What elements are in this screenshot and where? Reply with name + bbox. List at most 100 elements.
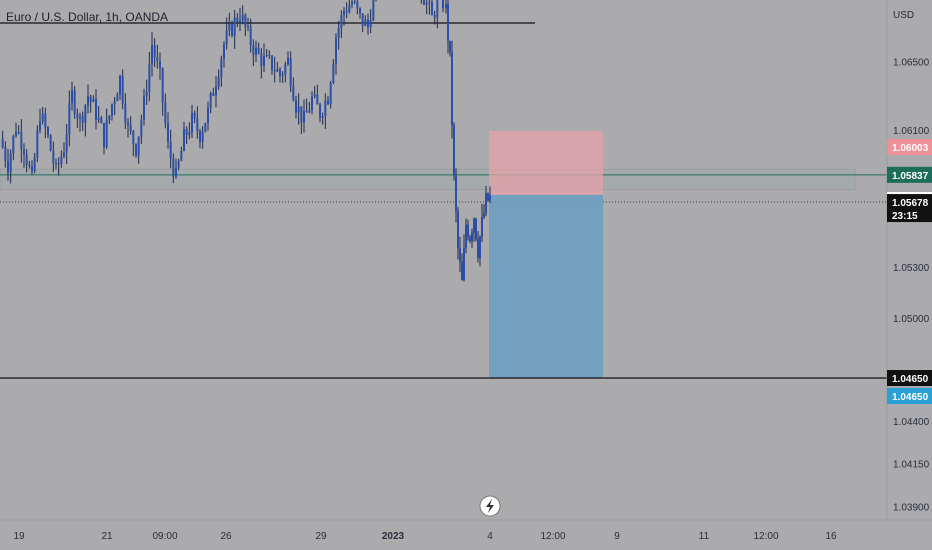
candle-body	[204, 123, 207, 132]
candle-body	[287, 58, 289, 65]
candle-body	[308, 110, 311, 113]
y-tick-label: 1.06100	[893, 126, 930, 137]
candle-body	[351, 1, 353, 6]
x-tick-label: 26	[220, 531, 232, 542]
candle-body	[487, 193, 489, 201]
candle-body	[281, 74, 284, 76]
candle-body	[449, 40, 451, 53]
candle-body	[111, 104, 113, 116]
candle-body	[172, 158, 175, 177]
candle-body	[188, 132, 191, 135]
candle-body	[215, 86, 217, 96]
candle-body	[473, 218, 475, 233]
candle-body	[271, 55, 273, 71]
take-profit-zone[interactable]	[489, 194, 603, 378]
candle-body	[292, 85, 295, 101]
candle-body	[159, 61, 161, 69]
candle-body	[47, 127, 49, 136]
candle-body	[97, 117, 100, 120]
candle-body	[57, 163, 60, 165]
candle-body	[265, 55, 268, 57]
candle-body	[193, 112, 196, 119]
candle-body	[113, 101, 116, 105]
candle-body	[23, 149, 25, 155]
support-zone	[0, 168, 856, 191]
candle-body	[100, 117, 103, 124]
candle-body	[332, 63, 335, 83]
candle-body	[212, 93, 215, 96]
candle-body	[225, 30, 228, 45]
candle-body	[469, 237, 471, 242]
candle-body	[433, 15, 436, 18]
candle-body	[457, 211, 459, 249]
candle-body	[105, 120, 108, 147]
candle-body	[268, 55, 271, 57]
candle-body	[175, 167, 177, 177]
y-tick-label: 1.04150	[893, 460, 930, 471]
price-tag-label: 1.06003	[892, 143, 929, 154]
candle-body	[33, 157, 36, 172]
x-tick-label: 19	[13, 531, 25, 542]
candle-body	[161, 68, 164, 103]
candle-body	[15, 131, 17, 136]
candle-body	[348, 5, 351, 13]
symbol-title: Euro / U.S. Dollar, 1h, OANDA	[6, 10, 169, 24]
candle-body	[65, 134, 68, 153]
candle-body	[461, 261, 463, 281]
x-tick-label: 4	[487, 531, 493, 542]
candle-body	[255, 47, 257, 55]
price-tag-label: 1.05678	[892, 198, 929, 209]
candle-body	[305, 111, 308, 113]
candle-body	[95, 98, 97, 120]
candle-body	[52, 150, 55, 164]
candle-body	[257, 47, 260, 54]
x-tick-label: 16	[825, 531, 837, 542]
candle-body	[451, 52, 453, 126]
price-tag-black	[887, 194, 932, 223]
y-tick-label: 1.05000	[893, 314, 930, 325]
candle-body	[81, 116, 84, 123]
candle-body	[191, 112, 193, 133]
candle-body	[479, 236, 481, 258]
candle-body	[39, 121, 41, 130]
candle-body	[201, 131, 204, 142]
price-tag-label: 1.04650	[892, 374, 929, 385]
candle-body	[481, 216, 483, 237]
candle-body	[151, 45, 153, 65]
candle-body	[71, 90, 73, 104]
y-tick-label: 1.04400	[893, 417, 930, 428]
candle-body	[241, 14, 244, 21]
candle-body	[236, 17, 239, 23]
candle-body	[137, 136, 140, 156]
candle-body	[273, 70, 276, 72]
candle-body	[28, 164, 31, 167]
stop-loss-zone[interactable]	[489, 130, 603, 195]
candle-body	[17, 131, 20, 133]
countdown-label: 23:15	[892, 211, 918, 222]
candle-body	[12, 135, 15, 154]
candle-body	[329, 82, 332, 105]
candle-body	[423, 0, 425, 5]
candle-body	[436, 0, 439, 18]
candle-body	[327, 100, 329, 105]
candle-body	[143, 95, 145, 120]
candle-body	[477, 239, 479, 258]
candle-body	[300, 106, 303, 123]
price-tag-blue	[887, 388, 932, 404]
candle-body	[60, 156, 63, 165]
candle-body	[343, 10, 345, 16]
candle-body	[185, 128, 188, 135]
candle-body	[129, 124, 132, 132]
candle-body	[209, 93, 212, 108]
candle-body	[431, 1, 433, 16]
candle-body	[25, 154, 28, 165]
candle-body	[217, 76, 220, 87]
candle-body	[459, 248, 461, 262]
candle-body	[316, 94, 319, 105]
candle-body	[335, 37, 337, 64]
candle-body	[279, 69, 281, 76]
candle-body	[36, 129, 39, 158]
candle-body	[425, 2, 428, 5]
y-tick-label: 1.05300	[893, 263, 930, 274]
